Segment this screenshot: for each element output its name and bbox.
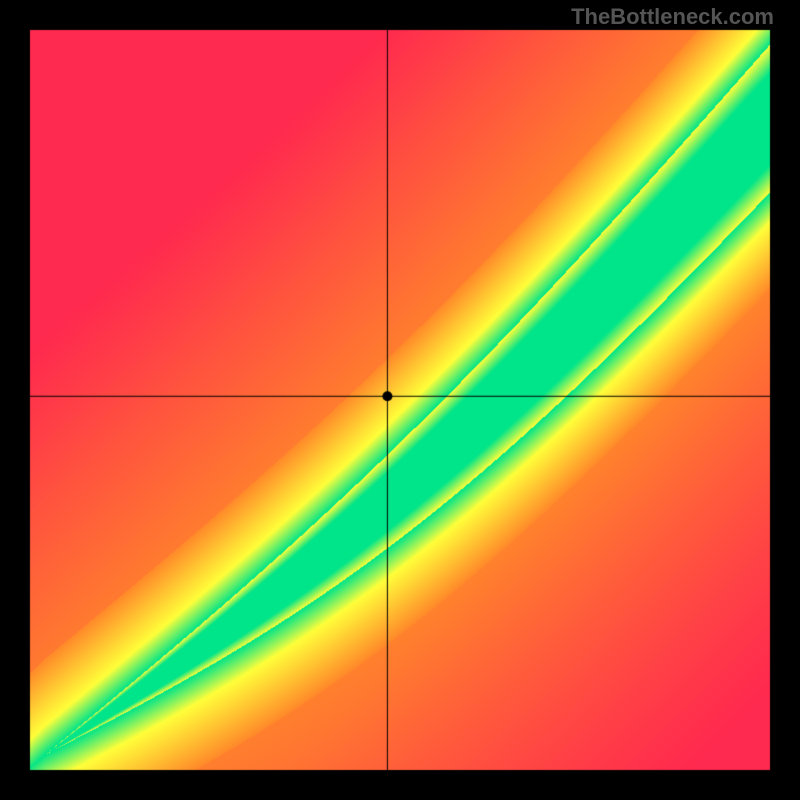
chart-container: TheBottleneck.com	[0, 0, 800, 800]
heatmap-canvas	[0, 0, 800, 800]
watermark-text: TheBottleneck.com	[571, 4, 774, 30]
